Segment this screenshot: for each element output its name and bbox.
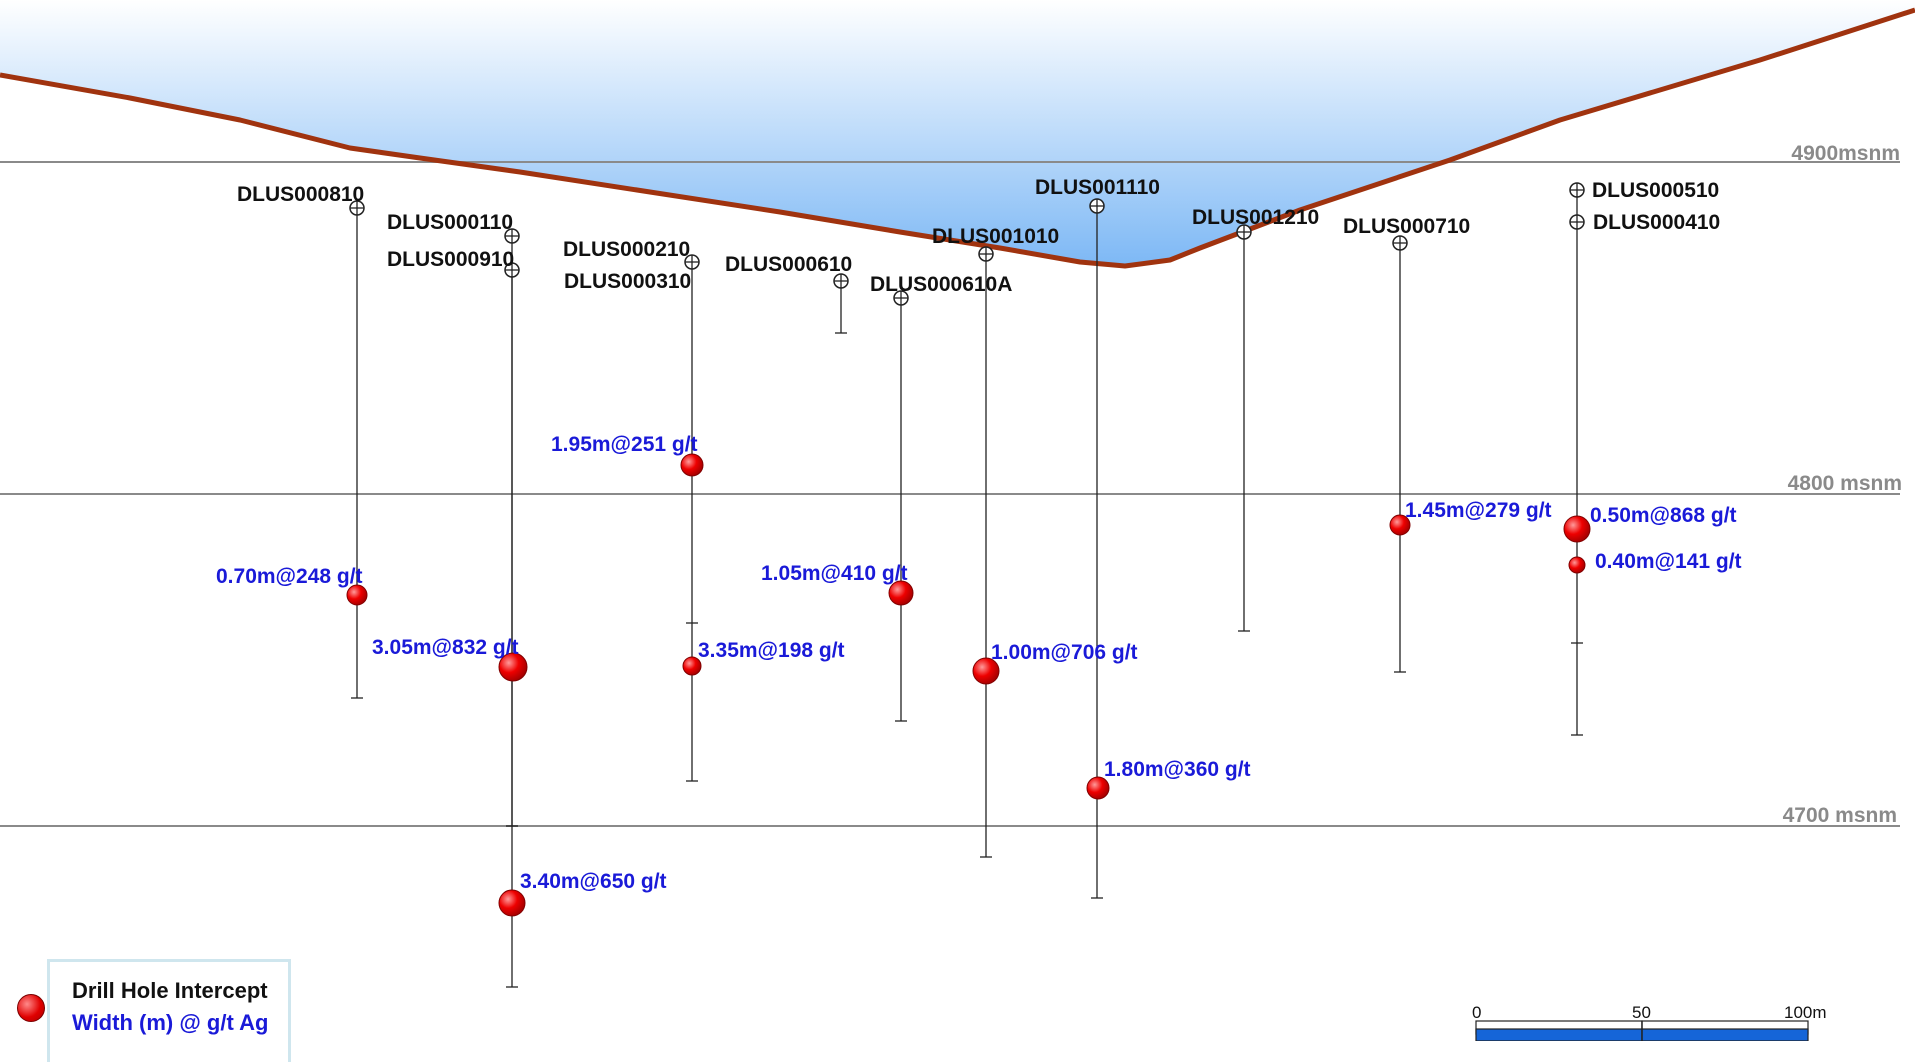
collar-icon <box>1236 224 1252 240</box>
scale-label-50: 50 <box>1632 1003 1651 1022</box>
drill-hole-dlus000310: DLUS000310 <box>564 270 698 782</box>
intercept-marker: 1.00m@706 g/t <box>972 641 1138 685</box>
elevation-lines <box>0 161 1900 827</box>
intercept-marker: 1.45m@279 g/t <box>1389 499 1552 536</box>
topography-line <box>0 7 1915 269</box>
collar-icon <box>684 254 700 270</box>
drill-hole-dlus000610: DLUS000610 <box>725 253 852 334</box>
hole-label: DLUS000310 <box>564 270 691 293</box>
drill-hole-dlus000410: DLUS000410 <box>1569 211 1720 644</box>
hole-label: DLUS000210 <box>563 238 690 261</box>
hole-label: DLUS000610 <box>725 253 852 276</box>
collar-icon <box>978 246 994 262</box>
drill-hole-dlus001210: DLUS001210 <box>1192 206 1319 632</box>
elevation-labels: 4900msnm 4800 msnm 4700 msnm <box>1783 142 1902 827</box>
scale-label-0: 0 <box>1472 1003 1482 1022</box>
hole-label: DLUS000710 <box>1343 215 1470 238</box>
intercept-label: 0.70m@248 g/t <box>216 565 363 588</box>
intercept-marker: 1.95m@251 g/t <box>551 433 704 477</box>
legend-title: Drill Hole Intercept <box>72 978 268 1003</box>
drill-hole-dlus000510: DLUS000510 <box>1569 179 1719 736</box>
collar-icon <box>1089 198 1105 214</box>
scale-label-100m: 100m <box>1784 1003 1827 1022</box>
collar-icon <box>833 273 849 289</box>
drill-hole-dlus000110: DLUS000110 <box>387 211 520 827</box>
intercept-label: 1.45m@279 g/t <box>1405 499 1552 522</box>
drill-hole-dlus000810: DLUS000810 <box>237 183 365 699</box>
intercept-label: 3.40m@650 g/t <box>520 870 667 893</box>
intercept-marker: 0.40m@141 g/t <box>1568 550 1742 574</box>
drill-hole-dlus000210: DLUS000210 <box>563 238 700 624</box>
drill-holes: DLUS000810 DLUS000110 DLUS000910 DLUS000… <box>237 176 1720 988</box>
intercept-label: 1.95m@251 g/t <box>551 433 698 456</box>
hole-label: DLUS001010 <box>932 225 1059 248</box>
hole-label: DLUS000810 <box>237 183 364 206</box>
drill-hole-dlus000610a: DLUS000610A <box>870 273 1012 722</box>
drill-hole-dlus001010: DLUS001010 <box>932 225 1059 858</box>
intercept-label: 0.50m@868 g/t <box>1590 504 1737 527</box>
intercept-marker: 3.40m@650 g/t <box>498 870 667 917</box>
intercept-label: 1.05m@410 g/t <box>761 562 908 585</box>
collar-icon <box>1569 214 1585 230</box>
intercepts: 0.70m@248 g/t 3.05m@832 g/t 3.40m@650 g/… <box>216 433 1742 917</box>
drill-hole-dlus000710: DLUS000710 <box>1343 215 1470 673</box>
hole-label: DLUS000510 <box>1592 179 1719 202</box>
intercept-marker: 3.05m@832 g/t <box>372 636 528 682</box>
legend-intercept-icon <box>17 994 45 1022</box>
intercept-marker: 1.80m@360 g/t <box>1086 758 1251 800</box>
scale-bar <box>1475 1020 1809 1041</box>
hole-label: DLUS000110 <box>387 211 513 234</box>
legend: Drill Hole Intercept Width (m) @ g/t Ag <box>47 959 291 1062</box>
elevation-label-4900: 4900msnm <box>1791 142 1900 165</box>
valley-fill <box>0 0 1915 266</box>
hole-label: DLUS001110 <box>1035 176 1160 199</box>
intercept-label: 1.80m@360 g/t <box>1104 758 1251 781</box>
intercept-label: 3.35m@198 g/t <box>698 639 845 662</box>
drill-hole-dlus000910: DLUS000910 <box>387 248 520 988</box>
intercept-label: 0.40m@141 g/t <box>1595 550 1742 573</box>
intercept-label: 1.00m@706 g/t <box>991 641 1138 664</box>
elevation-label-4800: 4800 msnm <box>1788 472 1902 495</box>
collar-icon <box>893 290 909 306</box>
elevation-label-4700: 4700 msnm <box>1783 804 1897 827</box>
collar-icon <box>1392 235 1408 251</box>
collar-icon <box>504 228 520 244</box>
hole-label: DLUS000910 <box>387 248 514 271</box>
intercept-marker: 0.50m@868 g/t <box>1563 504 1737 543</box>
hole-label: DLUS000610A <box>870 273 1012 296</box>
intercept-label: 3.05m@832 g/t <box>372 636 519 659</box>
legend-subtitle: Width (m) @ g/t Ag <box>72 1010 269 1035</box>
hole-label: DLUS001210 <box>1192 206 1319 229</box>
collar-icon <box>1569 182 1585 198</box>
collar-icon <box>349 200 365 216</box>
intercept-marker: 3.35m@198 g/t <box>682 639 845 676</box>
collar-icon <box>504 262 520 278</box>
intercept-marker: 1.05m@410 g/t <box>761 562 914 606</box>
hole-label: DLUS000410 <box>1593 211 1720 234</box>
intercept-marker: 0.70m@248 g/t <box>216 565 368 606</box>
